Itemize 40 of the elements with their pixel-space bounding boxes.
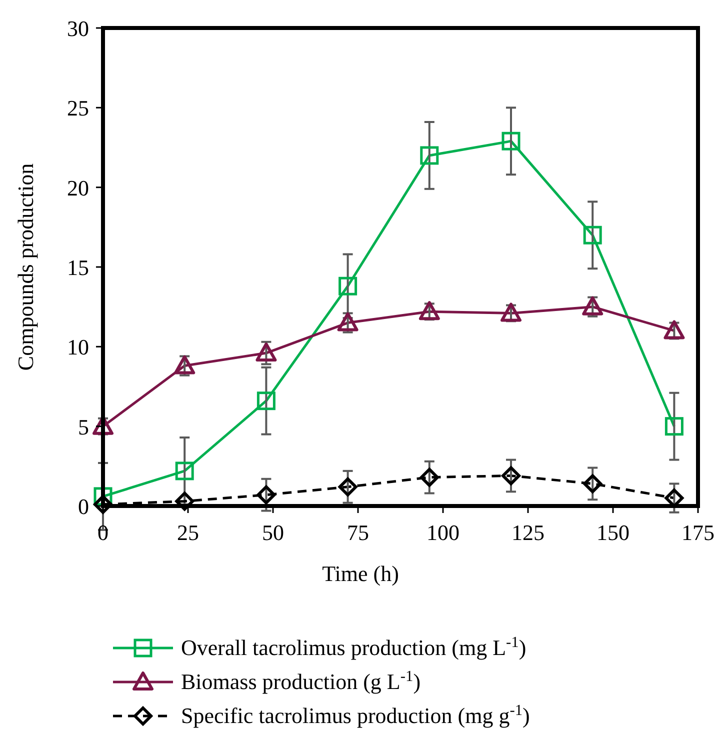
x-tick-label: 25 xyxy=(177,520,199,545)
x-tick-label: 175 xyxy=(682,520,714,545)
point xyxy=(502,132,520,150)
point xyxy=(583,226,602,244)
y-tick-label: 0 xyxy=(78,494,89,519)
point xyxy=(418,301,440,320)
point xyxy=(256,342,277,362)
point xyxy=(256,485,276,504)
x-axis-title: Time (h) xyxy=(322,561,399,586)
legend-label: Biomass production (g L$^{-1}$) xyxy=(181,668,421,694)
point xyxy=(175,492,194,511)
point xyxy=(664,417,684,436)
point xyxy=(664,320,685,340)
x-tick-label: 150 xyxy=(596,520,630,545)
legend-label: Specific tacrolimus production (mg g$^{-1}$) xyxy=(181,702,530,728)
x-tick-label: 100 xyxy=(426,520,460,545)
y-axis-title: Compounds production xyxy=(13,163,38,371)
point xyxy=(338,276,358,296)
point xyxy=(338,477,358,496)
point xyxy=(502,466,520,486)
point xyxy=(94,494,112,514)
point xyxy=(420,468,439,487)
x-tick-label: 125 xyxy=(512,520,544,545)
x-tick-label: 75 xyxy=(347,520,369,545)
y-tick-label: 5 xyxy=(78,414,89,440)
y-tick-label: 20 xyxy=(67,175,89,200)
point xyxy=(175,462,194,480)
x-tick-label: 50 xyxy=(262,520,284,545)
y-tick-label: 30 xyxy=(67,16,89,41)
point xyxy=(582,296,604,316)
point xyxy=(500,302,522,322)
y-tick-label: 15 xyxy=(67,255,89,280)
y-tick-label: 25 xyxy=(67,96,89,121)
legend-label: Overall tacrolimus production (mg L$^{-1}$) xyxy=(181,634,526,660)
point xyxy=(174,355,196,374)
point xyxy=(337,312,358,332)
point xyxy=(420,146,439,165)
y-tick-label: 10 xyxy=(67,334,89,360)
point xyxy=(583,474,602,494)
point xyxy=(256,392,276,410)
